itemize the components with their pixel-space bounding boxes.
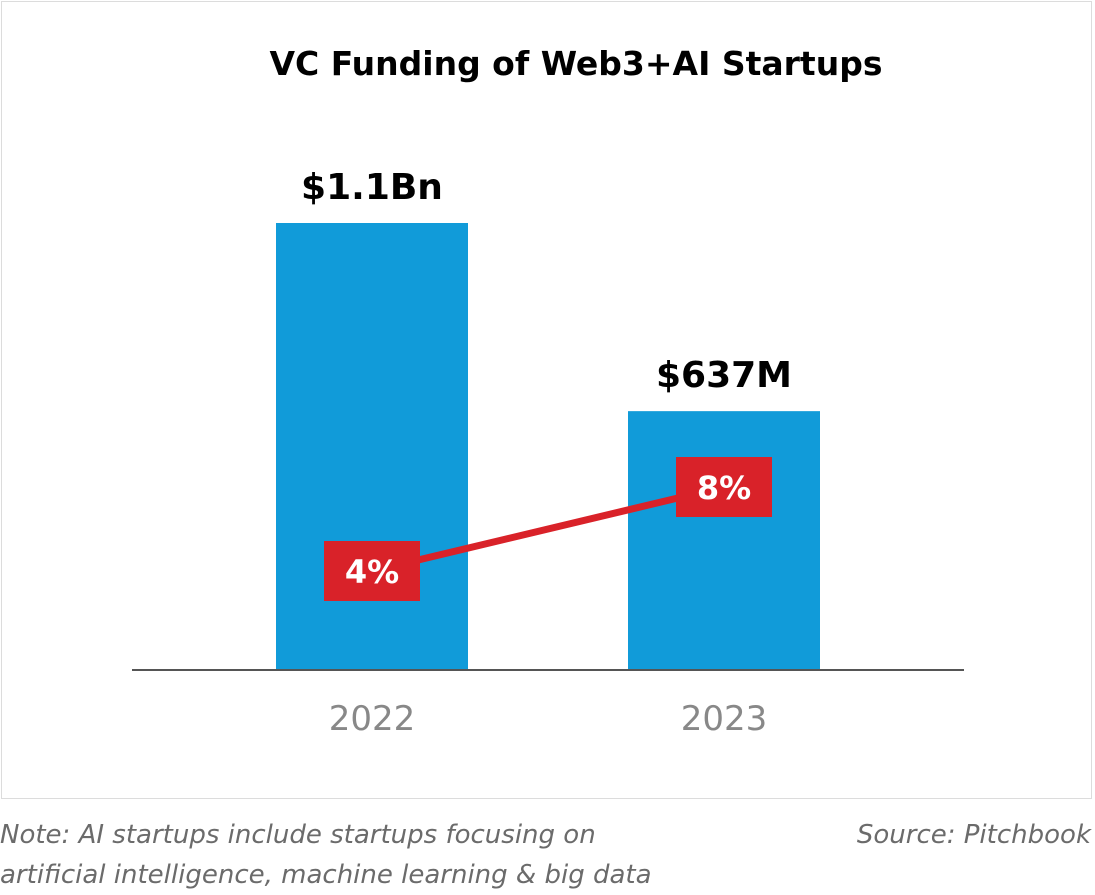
- footnote-line-2: artificial intelligence, machine learnin…: [0, 860, 652, 890]
- share-marker-2023: [676, 457, 772, 517]
- bar-2022: [276, 223, 468, 670]
- source-credit: Source: Pitchbook: [856, 820, 1091, 850]
- share-label-2022: 4%: [345, 553, 399, 591]
- footnote: Note: AI startups include startups focus…: [0, 815, 652, 895]
- x-tick-2022: 2022: [329, 699, 416, 739]
- bar-labels-layer: $1.1Bn $637M: [301, 167, 792, 396]
- share-line-layer: 4% 8%: [324, 457, 772, 601]
- footnote-line-1: Note: AI startups include startups focus…: [0, 820, 596, 850]
- share-line: [371, 483, 725, 575]
- bar-value-label-2022: $1.1Bn: [301, 167, 443, 208]
- bar-2023: [628, 411, 820, 670]
- x-tick-2023: 2023: [681, 699, 768, 739]
- x-tick-labels: 2022 2023: [329, 699, 768, 739]
- bars-layer: [276, 223, 820, 670]
- share-marker-2022: [324, 541, 420, 601]
- bar-value-label-2023: $637M: [656, 355, 792, 396]
- chart-title: VC Funding of Web3+AI Startups: [269, 44, 883, 83]
- share-label-2023: 8%: [697, 469, 751, 507]
- chart-svg: $1.1Bn $637M 2022 2023 4% 8%: [132, 167, 964, 739]
- chart-frame: [1, 1, 1092, 799]
